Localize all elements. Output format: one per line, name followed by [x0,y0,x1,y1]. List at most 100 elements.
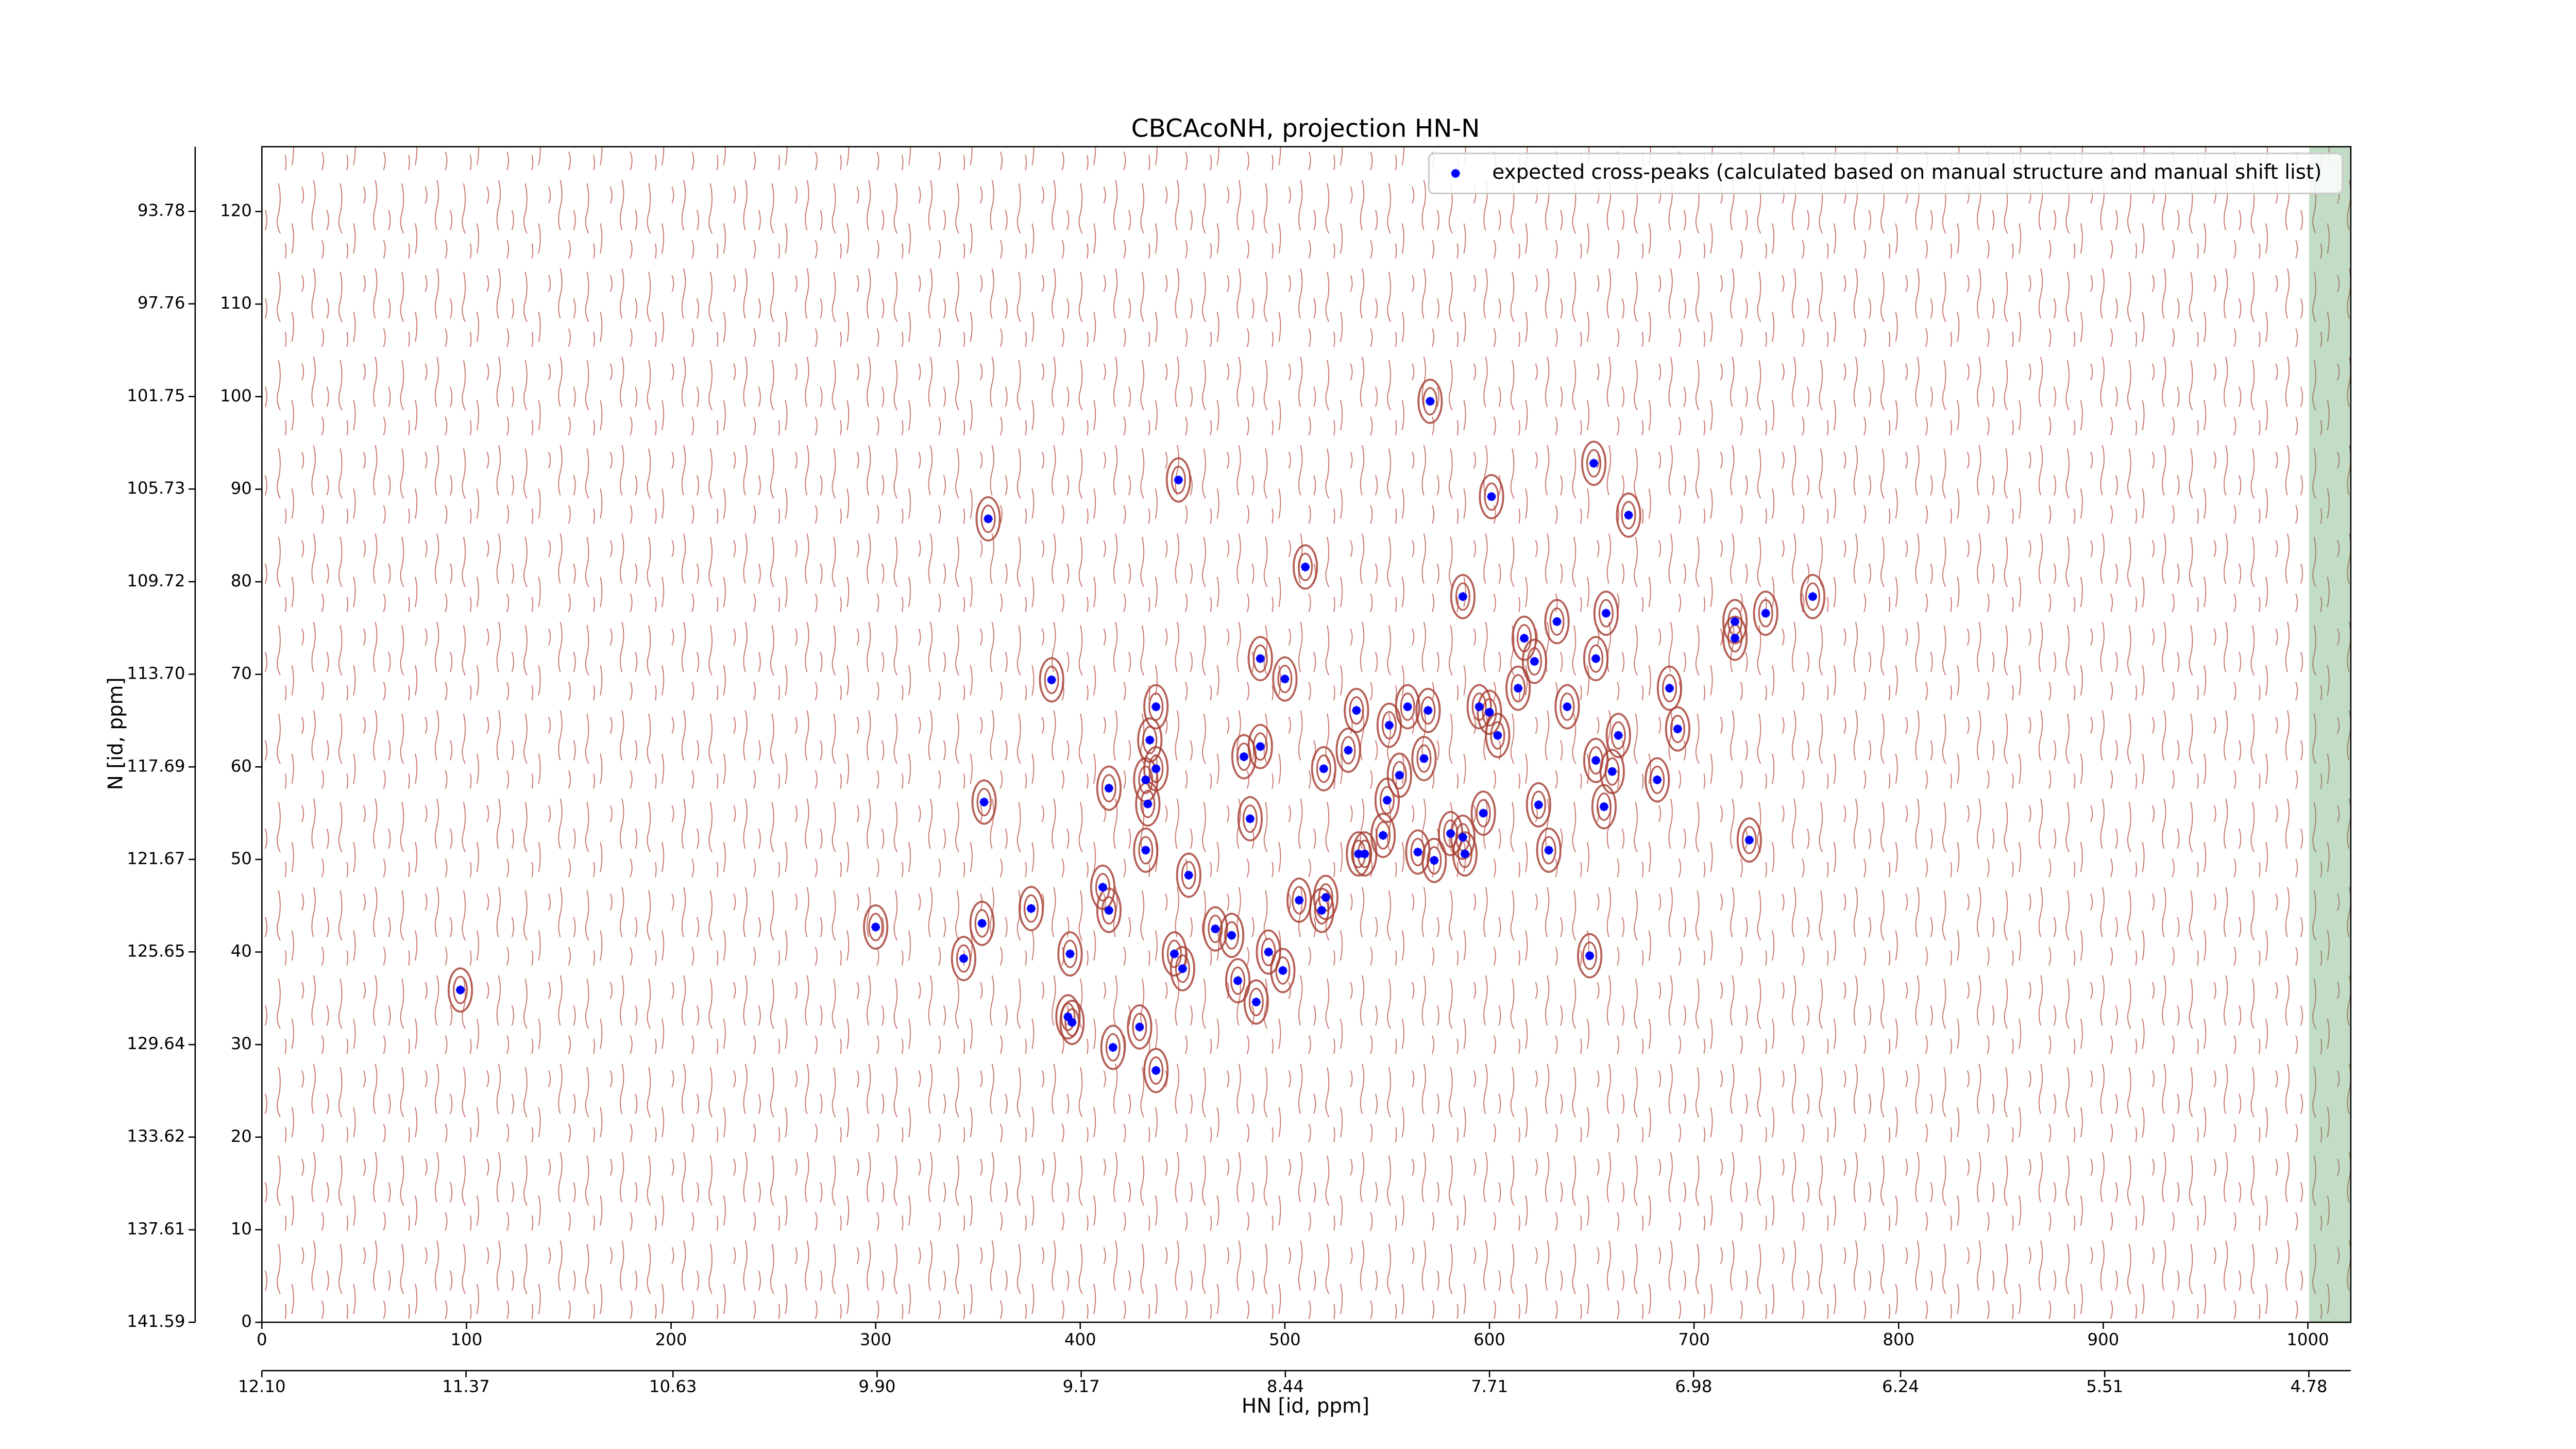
cross-peak [1047,676,1056,684]
peak-contour [1386,752,1412,798]
y-tick-label: 80 [231,571,252,591]
cross-peak [1585,951,1595,961]
cross-peak [1601,609,1611,618]
peak-contour [1132,1013,1147,1041]
y-tick-label: 90 [231,478,252,498]
peak-contour [1140,789,1156,818]
peak-contour [975,496,1001,542]
peak-contour [1599,749,1625,795]
peak-contour [1527,647,1542,676]
x-tick-label: 700 [1678,1330,1710,1350]
peak-contour [1753,591,1778,636]
x-tick-label: 0 [257,1330,267,1350]
peak-contour [1452,831,1478,877]
y-tick-label: 70 [231,664,252,683]
cross-peak [1145,735,1155,745]
cross-peak [1317,906,1326,915]
cross-peak [1151,702,1161,711]
peak-contour [1055,994,1081,1040]
cross-peak [1744,835,1754,845]
peak-contour [1175,954,1190,983]
peak-contour [1736,817,1762,863]
cross-peak [1591,654,1600,663]
cross-peak [959,954,968,963]
y2-tick-label: 137.61 [127,1219,185,1239]
peak-contour [1316,754,1331,783]
y2-tick-label: 133.62 [127,1126,185,1146]
peak-contour [1511,615,1537,661]
x2-tick-label: 4.78 [2290,1376,2327,1396]
cross-peak [1413,848,1422,856]
cross-peak [1151,764,1161,773]
cross-peak [1520,634,1529,643]
cross-peak [1240,752,1248,761]
cross-peak [1808,592,1817,601]
x-tick-label: 200 [655,1330,687,1350]
cross-peak [1493,731,1502,740]
y-tick-label: 20 [231,1126,252,1146]
peak-contour [1171,465,1186,494]
peak-contour [1650,765,1665,794]
cross-peak [1233,976,1242,985]
peak-contour [1349,696,1364,725]
peak-contour [1062,939,1078,968]
peak-contour [1427,846,1442,875]
cross-peak [1354,849,1363,858]
x-tick-label: 400 [1064,1330,1096,1350]
peak-contour [1256,929,1281,975]
cross-peak [1256,742,1265,751]
peak-contour [1105,1033,1121,1062]
cross-peak [1419,754,1429,763]
peak-contour [1583,636,1609,682]
peak-contour [971,779,997,825]
peak-contour [1420,696,1436,725]
peak-contour [1101,774,1116,803]
peak-contour [1741,825,1757,854]
peak-contour [1181,861,1196,889]
peak-contour [1379,786,1395,815]
peak-contour [1096,765,1122,811]
y2-tick-label: 97.76 [138,293,185,313]
peak-contour [1275,956,1291,985]
peak-contour [1588,644,1604,673]
cross-peak [1104,784,1113,793]
cross-peak [1446,829,1455,838]
cross-peak [1430,856,1439,865]
cross-peak [1653,776,1662,784]
cross-peak [1151,1066,1161,1075]
cross-peak [1245,814,1255,823]
cross-peak [1227,931,1236,940]
y2-tick-label: 109.72 [127,571,185,591]
cross-peak [1295,896,1304,905]
peak-contour [1346,831,1371,877]
peak-contour [1541,836,1556,865]
cross-peak [1479,808,1488,818]
peak-contour [1604,757,1620,786]
peak-contour [1531,790,1546,819]
peak-contour [1596,793,1612,821]
cross-peak [1321,893,1330,902]
peak-contour [1479,474,1504,519]
x2-tick-label: 9.90 [858,1376,895,1396]
cross-peak [1383,796,1392,805]
y-tick-label: 60 [231,756,252,776]
peak-contour [447,967,473,1013]
peak-contour [1293,544,1318,590]
y-axis-label: N [id, ppm] [104,677,127,790]
peak-contour [1586,449,1602,478]
y-tick-label: 10 [231,1219,252,1238]
cross-peak [1352,706,1361,715]
y-tick-label: 110 [220,293,252,313]
peak-contour [976,788,992,817]
peak-contour [1243,979,1269,1025]
peak-contour [1057,931,1083,977]
x-tick-label: 100 [451,1330,483,1350]
peak-contour [1605,713,1631,759]
peak-contour [1416,744,1432,773]
peak-contour [1411,736,1437,782]
cross-peak [1278,966,1287,975]
peak-contour [1392,761,1407,789]
y2-tick-label: 141.59 [127,1311,185,1331]
peak-contour [1417,378,1443,424]
y2-tick-label: 113.70 [127,663,185,683]
